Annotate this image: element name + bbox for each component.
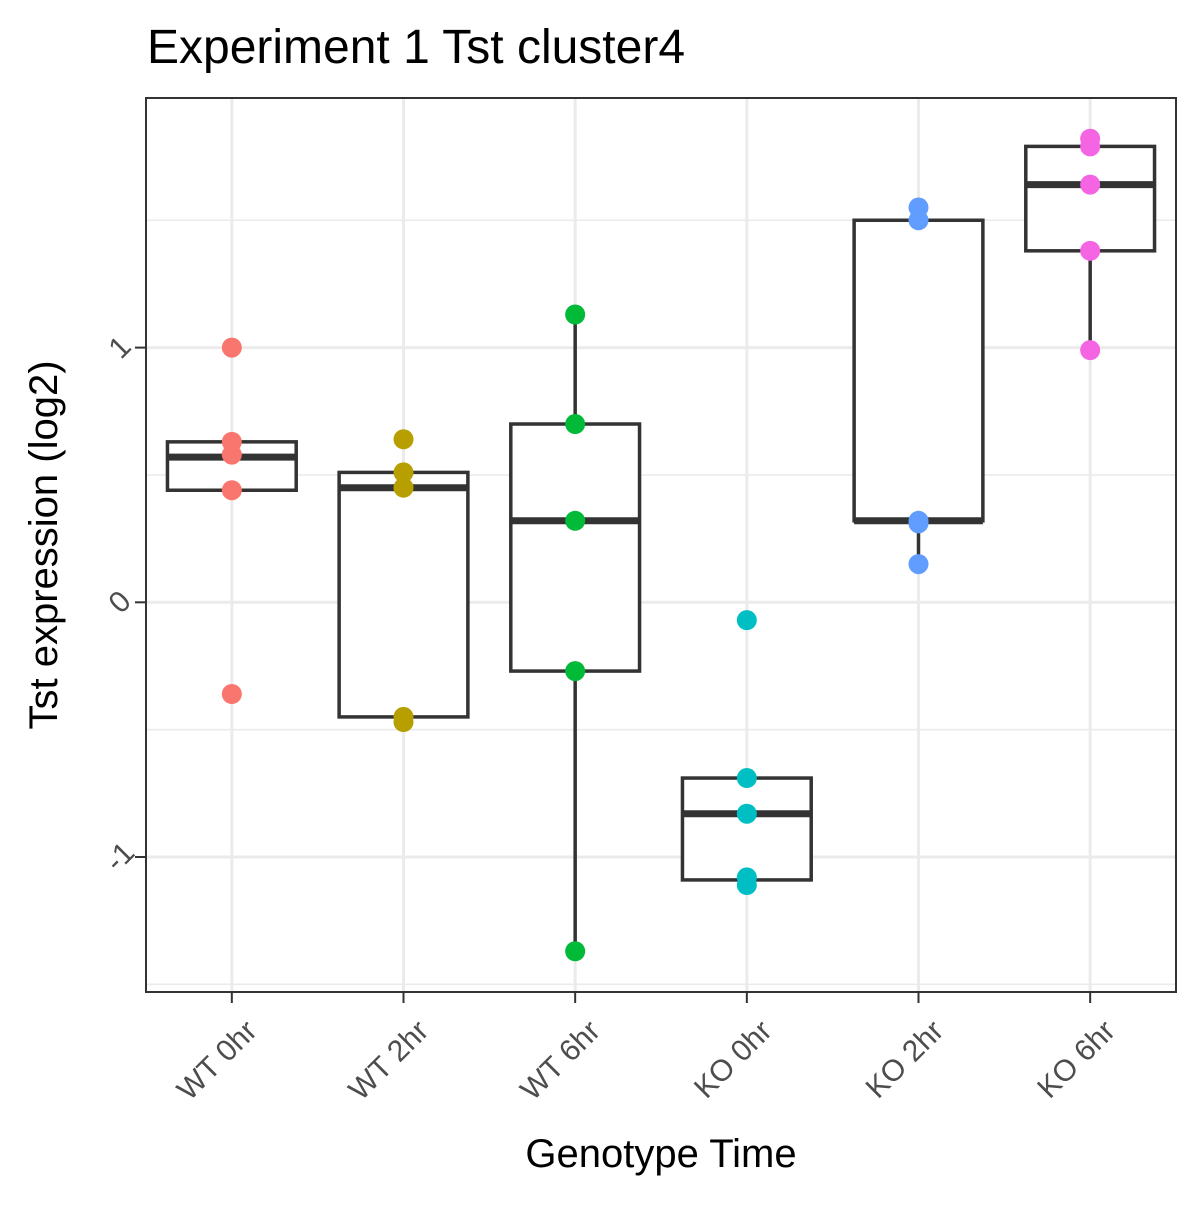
box-4 <box>852 218 985 565</box>
box-iqr <box>1024 144 1157 253</box>
x-tick-label: KO 0hr <box>688 1014 779 1105</box>
data-point <box>565 414 586 435</box>
data-point <box>908 554 929 575</box>
x-tick-label: WT 6hr <box>514 1014 606 1106</box>
x-tick-label: KO 6hr <box>1031 1014 1122 1105</box>
data-point <box>393 477 414 498</box>
data-point <box>565 941 586 962</box>
data-point <box>908 210 929 231</box>
box-iqr <box>509 422 642 673</box>
data-point <box>565 661 586 682</box>
data-point <box>221 337 242 358</box>
box-iqr <box>680 776 813 882</box>
panel-border <box>145 97 1177 993</box>
data-point <box>393 429 414 450</box>
data-point <box>393 462 414 483</box>
data-point <box>1080 340 1101 361</box>
x-tick-label: WT 0hr <box>171 1014 263 1106</box>
data-point <box>221 684 242 704</box>
boxes <box>165 144 1157 952</box>
box-3 <box>680 776 813 882</box>
data-point <box>736 875 757 896</box>
x-tick-label: WT 2hr <box>343 1014 435 1106</box>
data-point <box>565 510 586 531</box>
box-iqr <box>337 470 470 719</box>
data-point <box>1080 174 1101 195</box>
box-1 <box>337 470 470 719</box>
y-tick-label: -1 <box>99 836 141 878</box>
data-point <box>221 444 242 465</box>
chart-title: Experiment 1 Tst cluster4 <box>147 21 685 74</box>
data-point <box>221 480 242 501</box>
data-point <box>393 712 414 733</box>
x-axis-title: Genotype Time <box>525 1132 796 1176</box>
data-points <box>221 128 1101 962</box>
box-iqr <box>852 218 985 523</box>
data-point <box>736 610 757 631</box>
data-point <box>736 768 757 789</box>
y-tick-label: 1 <box>102 330 137 365</box>
x-tick-label: KO 2hr <box>860 1014 951 1105</box>
data-point <box>1080 136 1101 157</box>
data-point <box>1080 240 1101 261</box>
data-point <box>736 803 757 824</box>
y-tick-label: 0 <box>102 585 137 620</box>
y-axis-title: Tst expression (log2) <box>22 360 66 729</box>
data-point <box>565 304 586 325</box>
grid <box>146 98 1176 992</box>
data-point <box>908 513 929 534</box>
